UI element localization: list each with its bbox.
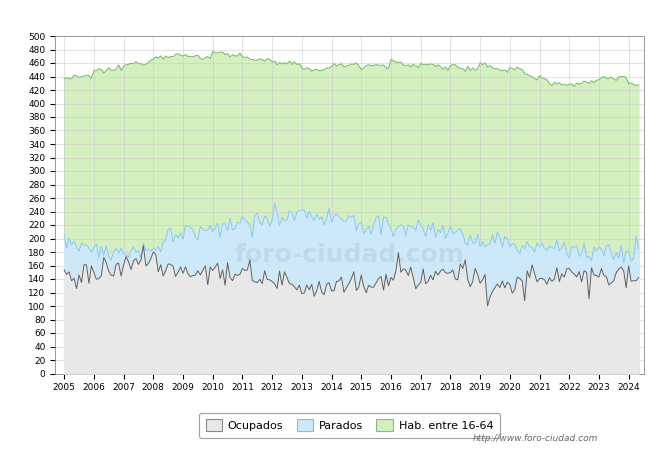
Text: http://www.foro-ciudad.com: http://www.foro-ciudad.com	[473, 434, 598, 443]
Text: foro-ciudad.com: foro-ciudad.com	[235, 243, 464, 267]
Text: Aldea del Cano - Evolucion de la poblacion en edad de Trabajar Mayo de 2024: Aldea del Cano - Evolucion de la poblaci…	[75, 10, 575, 22]
Legend: Ocupados, Parados, Hab. entre 16-64: Ocupados, Parados, Hab. entre 16-64	[199, 413, 500, 437]
